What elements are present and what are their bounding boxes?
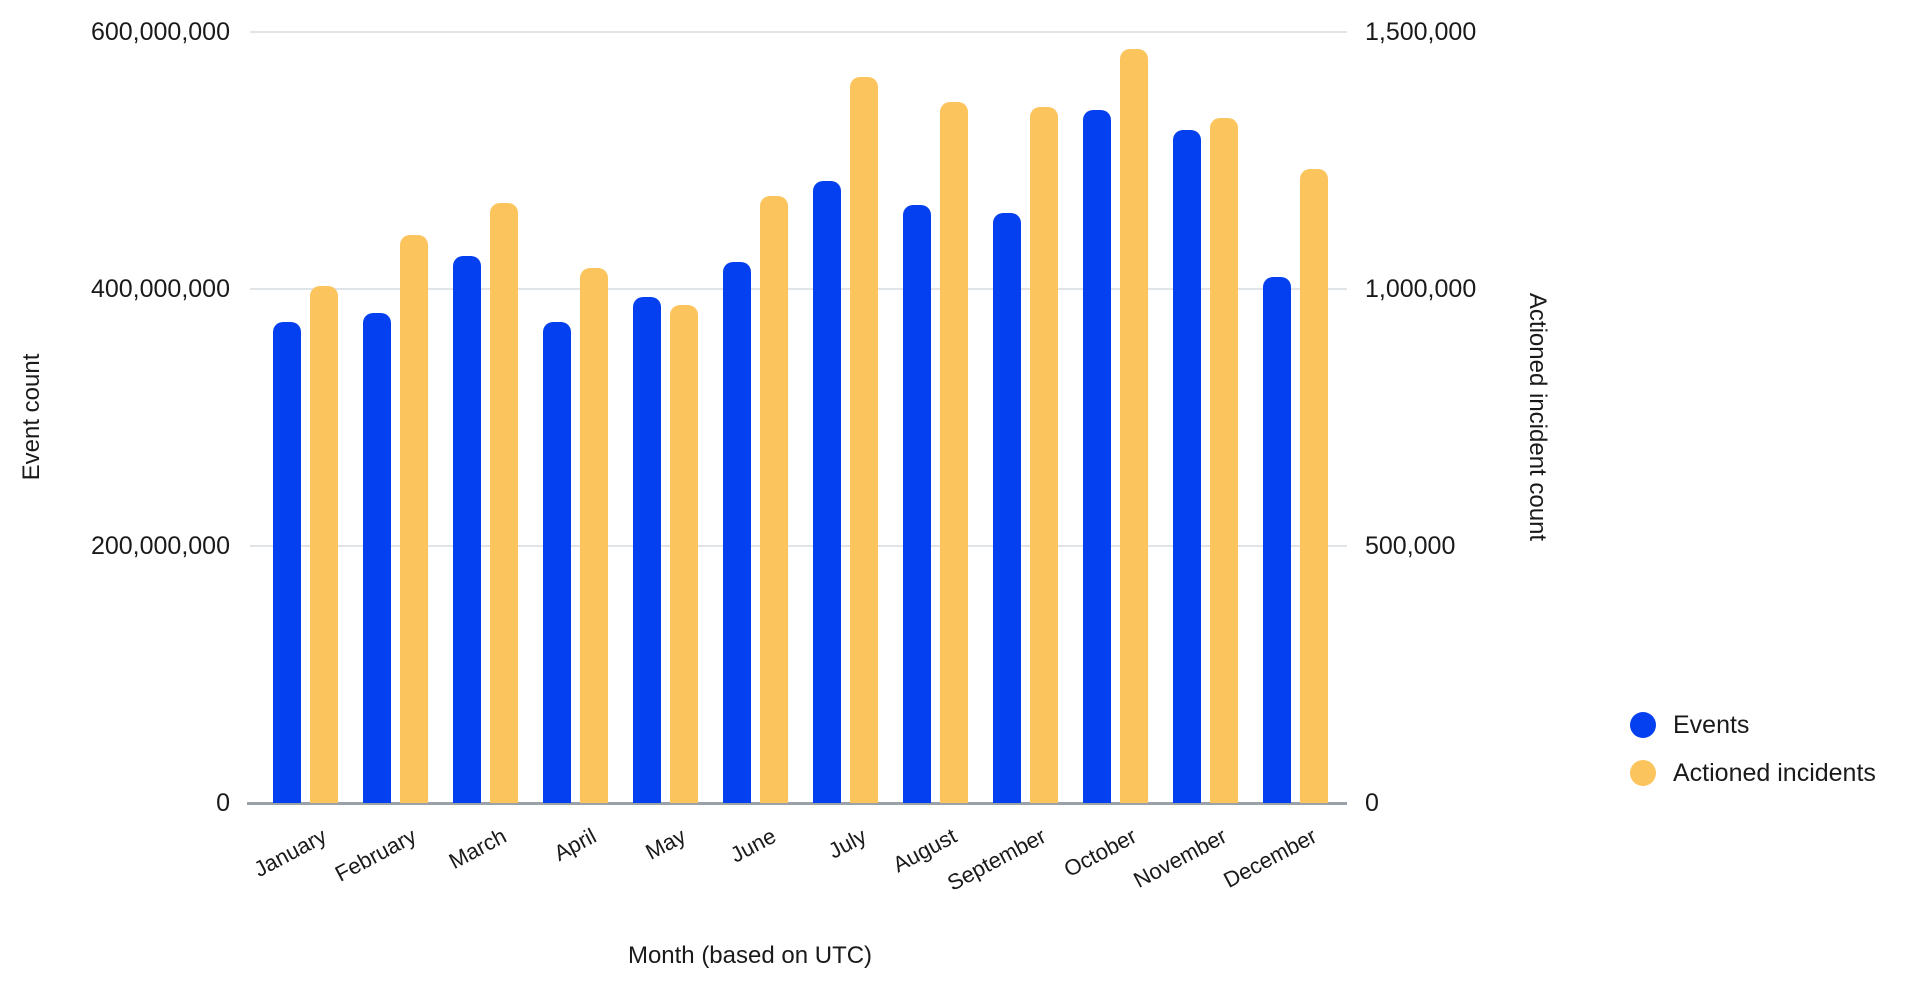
x-axis-title: Month (based on UTC) bbox=[627, 942, 873, 969]
legend-label-actioned-incidents: Actioned incidents bbox=[1673, 759, 1876, 787]
x-axis-month-label: January bbox=[249, 823, 331, 882]
actioned-incidents-legend-dot-icon bbox=[1630, 760, 1656, 786]
right-axis-tick-label: 500,000 bbox=[1365, 532, 1456, 560]
x-axis-month-label: November bbox=[1128, 823, 1231, 893]
left-axis-title: Event count bbox=[18, 353, 45, 481]
bar-events-december[interactable] bbox=[1262, 277, 1291, 803]
gridline bbox=[250, 31, 1347, 33]
left-axis-tick-label: 200,000,000 bbox=[90, 532, 230, 560]
bar-actioned-incidents-september[interactable] bbox=[1029, 107, 1058, 803]
right-axis-title: Actioned incident count bbox=[1524, 292, 1551, 542]
left-axis-tick-label: 0 bbox=[216, 789, 230, 817]
x-axis-line bbox=[247, 802, 1347, 805]
bar-actioned-incidents-october[interactable] bbox=[1119, 49, 1148, 803]
bar-actioned-incidents-january[interactable] bbox=[309, 286, 338, 803]
bar-events-june[interactable] bbox=[722, 262, 751, 803]
bar-events-february[interactable] bbox=[362, 313, 391, 803]
x-axis-month-label: September bbox=[943, 823, 1051, 896]
bar-actioned-incidents-december[interactable] bbox=[1299, 169, 1328, 803]
bar-actioned-incidents-march[interactable] bbox=[489, 203, 518, 803]
right-axis-tick-label: 1,000,000 bbox=[1365, 275, 1477, 303]
right-axis-tick-label: 1,500,000 bbox=[1365, 18, 1477, 46]
x-axis-month-label: February bbox=[330, 823, 421, 887]
x-axis-month-label: April bbox=[549, 823, 601, 866]
left-axis-tick-label: 600,000,000 bbox=[90, 18, 230, 46]
x-axis-month-label: May bbox=[641, 823, 691, 865]
bar-events-may[interactable] bbox=[632, 297, 661, 803]
x-axis-month-label: July bbox=[823, 823, 871, 864]
bar-actioned-incidents-july[interactable] bbox=[849, 77, 878, 803]
bar-events-july[interactable] bbox=[812, 181, 841, 803]
bar-events-november[interactable] bbox=[1172, 130, 1201, 803]
bar-events-august[interactable] bbox=[902, 205, 931, 803]
bar-events-september[interactable] bbox=[992, 213, 1021, 803]
gridline bbox=[250, 545, 1347, 547]
legend-item-events: Events bbox=[1630, 712, 1876, 738]
legend: Events Actioned incidents bbox=[1630, 712, 1876, 808]
x-axis-month-label: December bbox=[1218, 823, 1321, 893]
events-legend-dot-icon bbox=[1630, 712, 1656, 738]
bar-actioned-incidents-may[interactable] bbox=[669, 305, 698, 803]
bar-actioned-incidents-june[interactable] bbox=[759, 196, 788, 803]
bar-events-october[interactable] bbox=[1082, 110, 1111, 803]
bar-actioned-incidents-february[interactable] bbox=[399, 235, 428, 803]
bar-events-march[interactable] bbox=[452, 256, 481, 803]
left-axis-tick-label: 400,000,000 bbox=[90, 275, 230, 303]
bar-actioned-incidents-august[interactable] bbox=[939, 102, 968, 803]
x-axis-month-label: June bbox=[726, 823, 781, 868]
bar-events-january[interactable] bbox=[272, 322, 301, 803]
bar-actioned-incidents-november[interactable] bbox=[1209, 118, 1238, 803]
legend-label-events: Events bbox=[1673, 711, 1750, 739]
x-axis-month-label: March bbox=[444, 823, 511, 874]
legend-item-actioned-incidents: Actioned incidents bbox=[1630, 760, 1876, 786]
gridline bbox=[250, 288, 1347, 290]
bar-actioned-incidents-april[interactable] bbox=[579, 268, 608, 803]
right-axis-tick-label: 0 bbox=[1365, 789, 1379, 817]
bar-events-april[interactable] bbox=[542, 322, 571, 803]
x-axis-month-label: October bbox=[1059, 823, 1141, 882]
